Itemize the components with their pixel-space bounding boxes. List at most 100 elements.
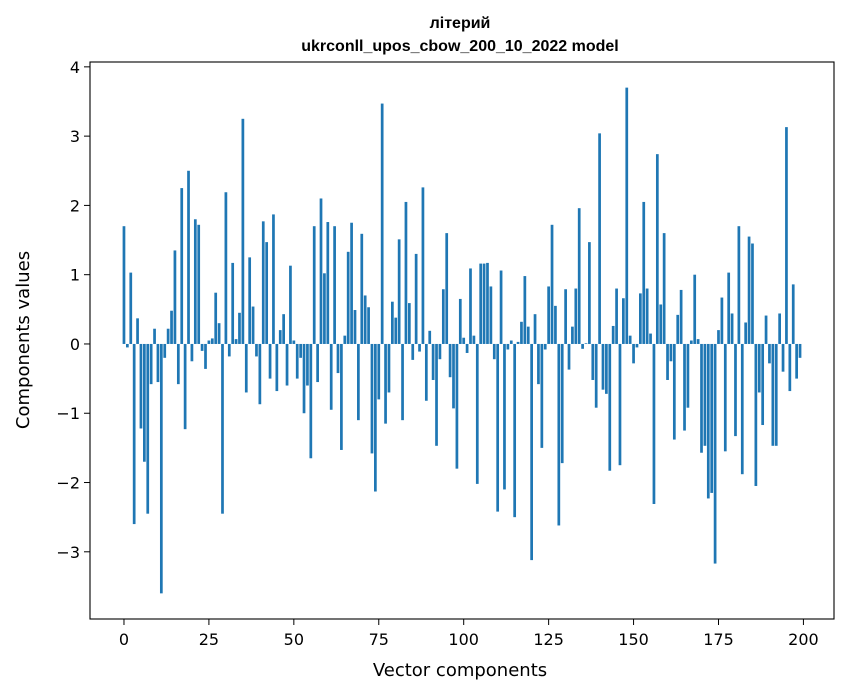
bar <box>649 333 652 344</box>
bar <box>149 343 153 385</box>
bar <box>346 251 350 344</box>
bar <box>475 343 479 484</box>
bar <box>571 326 574 344</box>
bar <box>156 343 160 383</box>
bar <box>774 343 778 446</box>
bar <box>754 343 758 486</box>
bar <box>363 295 367 344</box>
bar <box>622 298 625 344</box>
bar <box>272 214 275 344</box>
bar <box>618 343 622 466</box>
bar <box>387 343 391 393</box>
bar <box>662 233 666 344</box>
bar <box>295 343 299 379</box>
x-axis-ticks: 0 25 50 75 100 125 150 175 200 <box>119 619 819 649</box>
bar <box>455 343 459 469</box>
bar <box>244 343 248 393</box>
bar <box>465 343 469 353</box>
bar <box>221 343 224 514</box>
bar <box>200 343 204 351</box>
bar <box>798 343 802 358</box>
bar <box>173 250 177 344</box>
bar <box>424 343 428 401</box>
bar <box>689 340 693 344</box>
bar <box>598 133 601 344</box>
bar <box>458 298 462 344</box>
bar <box>717 330 720 344</box>
bar <box>486 262 489 344</box>
bar <box>353 310 357 344</box>
chart-title-line-1: літерий <box>430 15 491 32</box>
y-tick-label: 0 <box>70 335 80 354</box>
bar <box>251 306 255 344</box>
bar <box>238 312 241 344</box>
bar <box>679 289 683 344</box>
bar <box>577 208 581 344</box>
bar <box>584 343 588 344</box>
bar <box>601 343 605 390</box>
bar <box>170 310 173 344</box>
bar <box>193 219 197 344</box>
bar <box>516 341 520 344</box>
x-tick-label: 200 <box>788 630 819 649</box>
bar <box>696 339 700 344</box>
bar <box>445 233 449 344</box>
bar <box>791 284 795 344</box>
bar <box>462 337 466 344</box>
bar <box>146 343 150 514</box>
bar <box>785 127 788 344</box>
bar <box>683 343 686 431</box>
bar <box>723 343 727 452</box>
bar <box>207 340 211 344</box>
bar <box>781 343 785 372</box>
bars-group <box>122 87 802 594</box>
bar <box>567 343 571 370</box>
bar <box>122 226 126 344</box>
y-tick-label: 2 <box>70 196 80 215</box>
bar <box>407 303 411 344</box>
bar <box>720 297 724 344</box>
bar <box>560 343 564 464</box>
bar <box>550 224 554 344</box>
bar <box>452 343 455 409</box>
bar <box>727 272 731 344</box>
bar <box>540 343 544 448</box>
bar <box>319 198 323 344</box>
bar <box>153 328 156 344</box>
bar <box>343 335 347 344</box>
bar <box>336 343 340 374</box>
bar <box>513 343 517 518</box>
bar <box>299 343 302 358</box>
bar <box>652 343 656 504</box>
x-axis-label: Vector components <box>373 660 547 681</box>
bar <box>391 301 394 344</box>
bar <box>615 288 618 344</box>
bar <box>241 118 245 344</box>
bar <box>261 221 265 344</box>
bar <box>139 343 143 429</box>
bar <box>747 236 751 344</box>
bar <box>547 286 550 344</box>
y-tick-label: 3 <box>70 127 80 146</box>
chart-title-line-2: ukrconll_upos_cbow_200_10_2022 model <box>301 38 618 55</box>
bar <box>764 315 768 344</box>
bar <box>628 335 632 344</box>
bar <box>377 343 381 400</box>
bar <box>428 330 432 344</box>
bar <box>710 343 714 493</box>
bar <box>183 343 187 430</box>
bar <box>771 343 775 446</box>
bar <box>700 343 703 453</box>
bar <box>778 313 781 344</box>
bar <box>737 226 741 344</box>
bar <box>204 343 207 369</box>
bar <box>489 286 493 344</box>
x-tick-label: 175 <box>703 630 734 649</box>
bar <box>537 343 540 385</box>
bar <box>669 343 673 362</box>
bar <box>302 343 306 414</box>
bar <box>309 343 313 459</box>
bar <box>187 170 190 344</box>
bar <box>159 343 163 594</box>
bar <box>639 293 642 344</box>
